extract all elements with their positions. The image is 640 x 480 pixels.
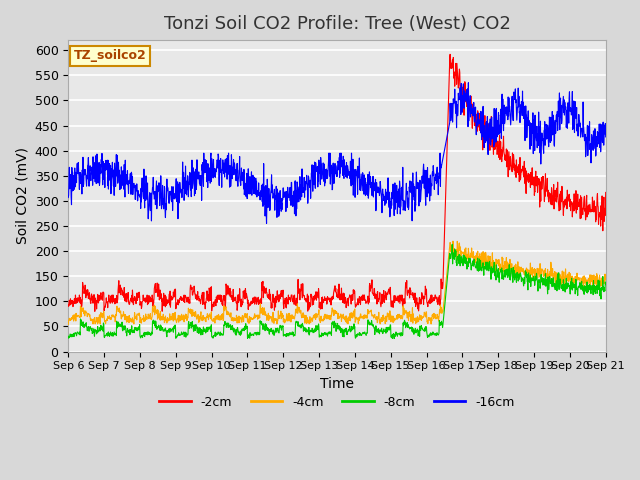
Y-axis label: Soil CO2 (mV): Soil CO2 (mV) [15, 147, 29, 244]
X-axis label: Time: Time [320, 377, 354, 391]
-16cm [465, 80, 472, 85]
-4cm [602, 274, 609, 280]
-4cm [128, 317, 136, 323]
-8cm [292, 318, 300, 324]
-8cm [390, 336, 398, 341]
-16cm [262, 221, 270, 227]
-2cm [314, 292, 321, 298]
-16cm [602, 134, 609, 140]
-16cm [304, 200, 312, 206]
-16cm [128, 171, 136, 177]
-16cm [65, 195, 72, 201]
-4cm [313, 314, 321, 320]
-4cm [371, 313, 378, 319]
-2cm [304, 308, 312, 314]
-2cm [293, 298, 301, 304]
Line: -8cm: -8cm [68, 244, 605, 338]
Line: -2cm: -2cm [68, 54, 605, 312]
-8cm [128, 323, 136, 329]
-4cm [303, 318, 311, 324]
-2cm [371, 286, 378, 291]
-2cm [91, 309, 99, 314]
-2cm [128, 300, 136, 305]
-4cm [106, 316, 114, 322]
Text: TZ_soilco2: TZ_soilco2 [74, 49, 147, 62]
-2cm [65, 302, 72, 308]
Title: Tonzi Soil CO2 Profile: Tree (West) CO2: Tonzi Soil CO2 Profile: Tree (West) CO2 [164, 15, 511, 33]
-4cm [449, 238, 457, 244]
-16cm [371, 188, 378, 193]
-8cm [371, 325, 378, 331]
Line: -4cm: -4cm [68, 241, 605, 324]
Line: -16cm: -16cm [68, 83, 605, 224]
-2cm [602, 190, 609, 195]
-8cm [65, 335, 72, 341]
-2cm [106, 300, 114, 306]
-8cm [602, 282, 609, 288]
-8cm [106, 330, 114, 336]
-16cm [106, 167, 114, 173]
-16cm [293, 206, 301, 212]
-4cm [292, 310, 300, 316]
-8cm [449, 241, 456, 247]
-8cm [313, 324, 321, 329]
-4cm [65, 322, 72, 327]
Legend: -2cm, -4cm, -8cm, -16cm: -2cm, -4cm, -8cm, -16cm [154, 391, 520, 414]
-16cm [314, 164, 321, 169]
-2cm [446, 51, 454, 57]
-8cm [303, 329, 311, 335]
